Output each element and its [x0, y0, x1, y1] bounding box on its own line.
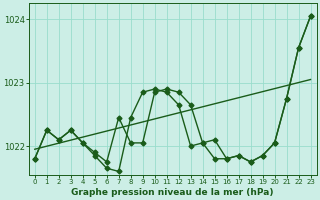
- X-axis label: Graphe pression niveau de la mer (hPa): Graphe pression niveau de la mer (hPa): [71, 188, 274, 197]
